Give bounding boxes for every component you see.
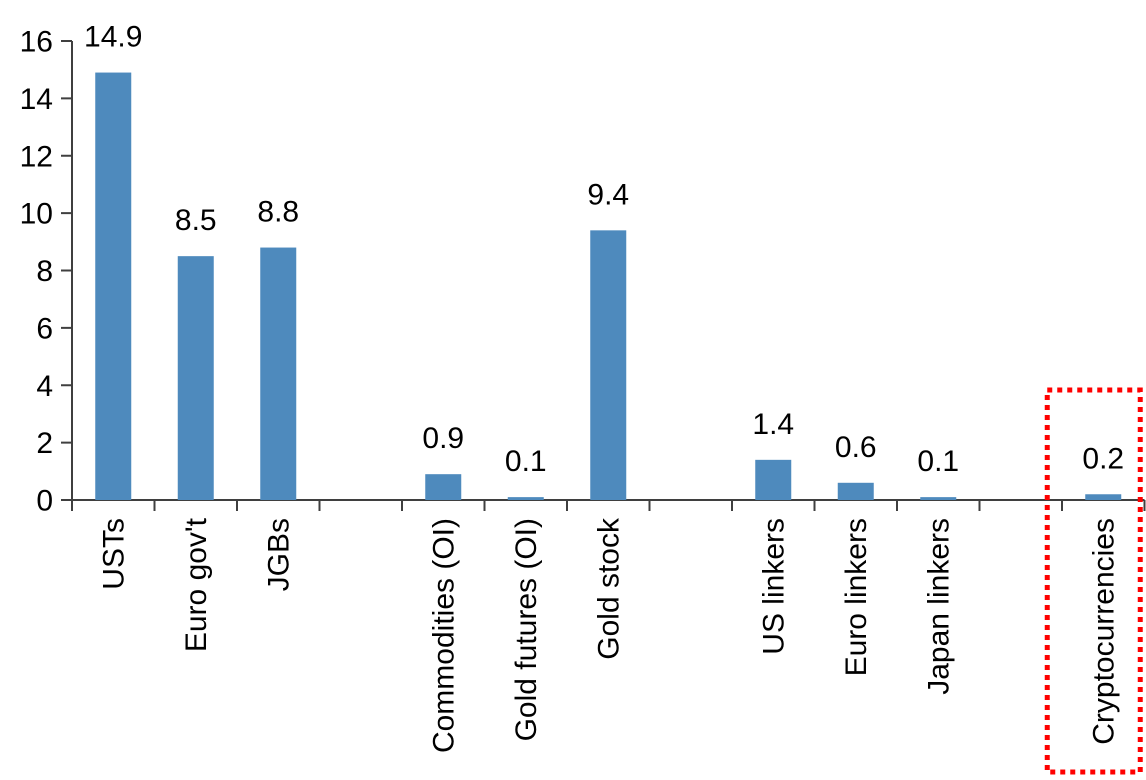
x-category-label: Euro gov't <box>180 517 213 652</box>
bar <box>260 247 297 500</box>
y-axis-tick-label: 0 <box>36 485 53 518</box>
y-axis-tick-label: 10 <box>20 198 53 231</box>
y-axis-tick-label: 2 <box>36 427 53 460</box>
bar-value-label: 8.5 <box>175 204 217 237</box>
x-category-label: Gold stock <box>592 517 625 660</box>
bar-value-label: 0.6 <box>835 431 877 464</box>
bar-value-label: 8.8 <box>257 196 299 229</box>
bar <box>95 72 132 501</box>
x-category-label: JGBs <box>262 518 295 591</box>
bar <box>590 230 627 500</box>
bar-value-label: 0.9 <box>422 422 464 455</box>
highlight-box <box>1044 387 1143 775</box>
bar-value-label: 0.1 <box>917 445 959 478</box>
x-category-label: Commodities (OI) <box>427 518 460 753</box>
bar <box>507 497 544 500</box>
y-axis-tick-label: 8 <box>36 255 53 288</box>
bar <box>837 482 874 500</box>
bar <box>425 474 462 500</box>
y-axis-tick-label: 14 <box>20 83 53 116</box>
y-axis-tick-label: 6 <box>36 312 53 345</box>
x-category-label: Euro linkers <box>840 518 873 676</box>
y-axis-tick-label: 12 <box>20 140 53 173</box>
bar <box>755 459 792 500</box>
bar <box>920 497 957 500</box>
bar <box>1085 494 1122 500</box>
bar-value-label: 9.4 <box>587 178 629 211</box>
bar-value-label: 1.4 <box>752 408 794 441</box>
x-category-label: Gold futures (OI) <box>510 518 543 741</box>
x-category-label: Japan linkers <box>922 518 955 695</box>
bar <box>177 256 214 500</box>
x-category-label: US linkers <box>757 518 790 655</box>
y-axis-tick-label: 16 <box>20 26 53 59</box>
x-category-label: Cryptocurrencies <box>1087 518 1120 745</box>
x-category-label: USTs <box>97 518 130 590</box>
y-axis-tick-label: 4 <box>36 370 53 403</box>
bar-value-label: 14.9 <box>84 21 142 54</box>
bar-value-label: 0.1 <box>505 445 547 478</box>
bar-value-label: 0.2 <box>1082 442 1124 475</box>
